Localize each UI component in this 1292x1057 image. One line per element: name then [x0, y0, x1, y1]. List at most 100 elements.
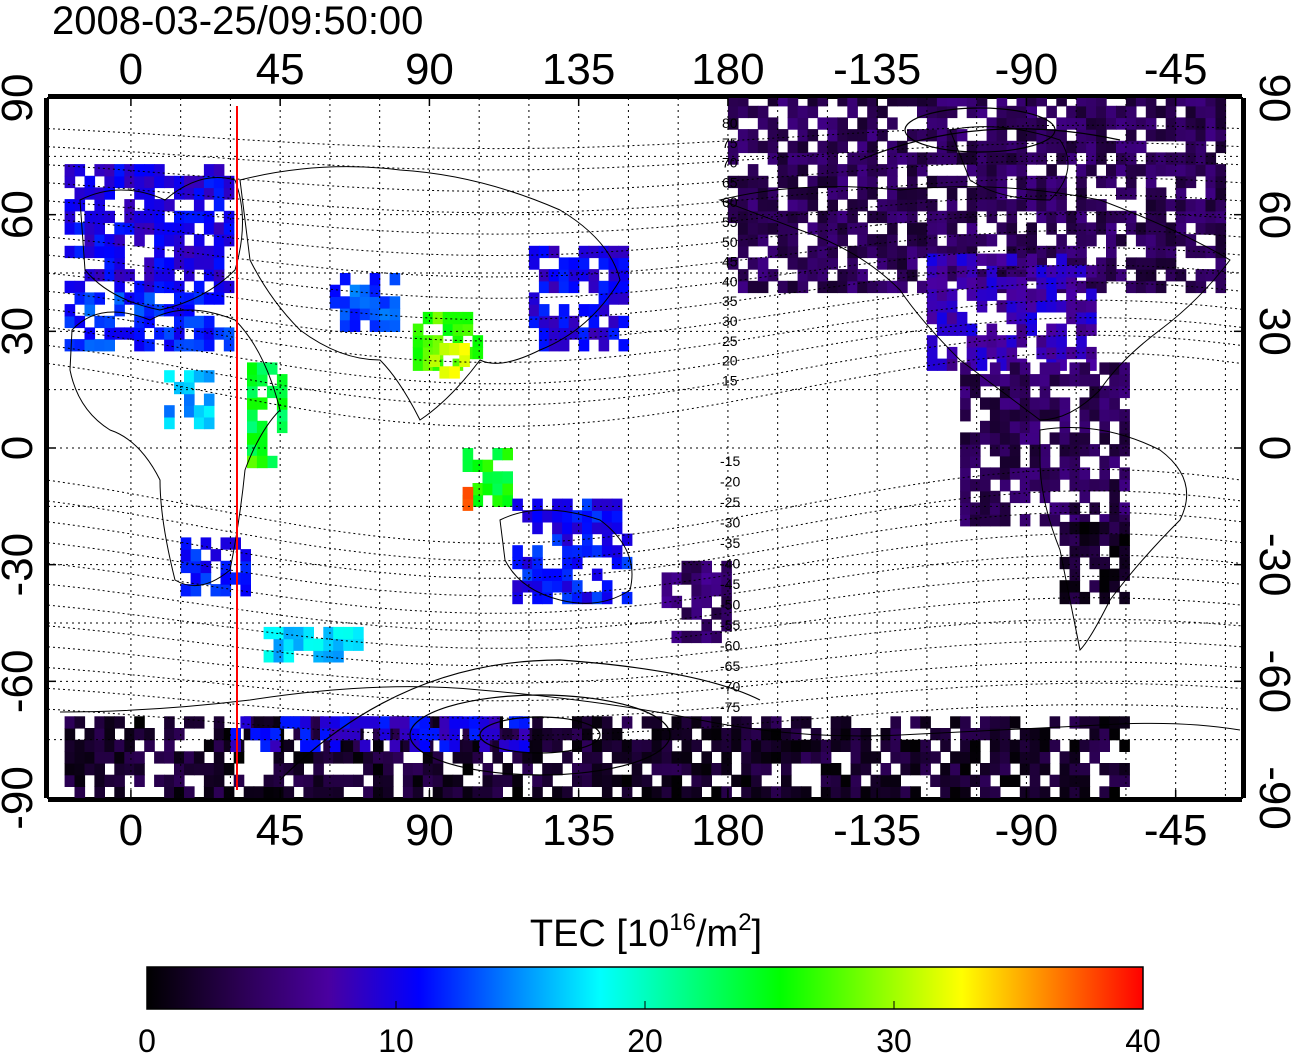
tec-cell — [1195, 129, 1207, 142]
tec-cell — [1205, 222, 1217, 235]
tec-cell — [1049, 362, 1061, 375]
tec-cell — [936, 276, 948, 290]
tec-cell — [144, 199, 155, 212]
tec-cell — [184, 292, 195, 305]
tec-cell — [946, 140, 958, 154]
tec-cell — [781, 786, 792, 799]
tec-cell — [1119, 545, 1130, 558]
tec-cell — [827, 140, 838, 154]
tec-cell — [781, 763, 792, 776]
tec-cell — [787, 175, 799, 189]
tec-cell — [1079, 533, 1091, 546]
tec-cell — [960, 728, 971, 741]
tec-cell — [1029, 479, 1041, 492]
contour-label: 25 — [722, 333, 738, 349]
tec-cell — [84, 763, 96, 776]
tec-cell — [1079, 420, 1091, 434]
tec-cell — [124, 222, 135, 235]
tec-cell — [1185, 94, 1197, 107]
lat-tick-label-left: 30 — [0, 307, 42, 356]
tec-cell — [1089, 502, 1100, 515]
tec-cell — [1019, 409, 1031, 422]
tec-cell — [598, 304, 610, 317]
tec-cell — [721, 728, 732, 741]
tec-cell — [850, 751, 862, 764]
tec-cell — [94, 774, 105, 787]
tec-cell — [721, 763, 732, 776]
tec-cell — [422, 311, 434, 325]
lat-tick-label-left: -90 — [0, 766, 42, 830]
tec-cell — [64, 210, 76, 224]
tec-cell — [767, 245, 779, 259]
tec-cell — [1175, 210, 1187, 224]
tec-cell — [519, 739, 530, 752]
tec-cell — [452, 311, 464, 325]
tec-cell — [124, 199, 135, 212]
tec-cell — [598, 257, 610, 270]
tec-cell — [353, 638, 364, 651]
contour-label: 60 — [722, 194, 738, 210]
tec-cell — [980, 420, 991, 434]
tec-cell — [867, 280, 878, 294]
tec-cell — [373, 739, 384, 752]
tec-cell — [651, 786, 663, 799]
tec-cell — [1079, 763, 1091, 776]
tec-cell — [1109, 479, 1120, 492]
tec-cell — [432, 346, 444, 360]
tec-cell — [528, 245, 540, 259]
tec-cell — [1076, 105, 1087, 119]
magnetic-contour — [47, 142, 1243, 171]
tec-cell — [1079, 739, 1091, 752]
tec-cell — [74, 786, 86, 799]
tec-cell — [432, 335, 444, 348]
tec-cell — [1046, 199, 1057, 212]
tec-cell — [980, 490, 991, 504]
tec-cell — [1019, 739, 1031, 752]
tec-cell — [538, 315, 550, 329]
tec-cell — [74, 339, 86, 352]
tec-cell — [1059, 444, 1071, 457]
tec-cell — [256, 397, 268, 410]
tec-cell — [980, 479, 991, 492]
tec-cell — [154, 210, 165, 224]
tec-cell — [741, 774, 752, 787]
tec-cell — [1175, 222, 1187, 235]
tec-cell — [293, 728, 304, 741]
tec-cell — [727, 152, 739, 165]
tec-cell — [767, 129, 779, 142]
tec-cell — [860, 763, 872, 776]
tec-cell — [751, 739, 762, 752]
tec-cell — [1056, 199, 1067, 212]
tec-cell — [1175, 164, 1187, 177]
tec-cell — [74, 222, 86, 235]
tec-cell — [970, 432, 981, 445]
tec-cell — [976, 175, 988, 189]
tec-cell — [621, 533, 633, 546]
tec-cell — [970, 514, 981, 527]
tec-cell — [797, 105, 809, 119]
tec-cell — [989, 397, 1001, 410]
tec-cell — [1079, 545, 1091, 558]
tec-cell — [1215, 140, 1227, 154]
tec-cell — [184, 187, 195, 200]
tec-cell — [1096, 175, 1107, 189]
tec-cell — [502, 728, 513, 741]
tec-cell — [339, 273, 351, 286]
tec-cell — [210, 549, 222, 562]
tec-cell — [353, 751, 364, 764]
tec-cell — [1006, 276, 1018, 290]
tec-cell — [890, 728, 901, 741]
tec-cell — [631, 751, 643, 764]
tec-cell — [180, 584, 192, 597]
tec-cell — [489, 728, 500, 741]
tec-cell — [392, 751, 404, 764]
contour-label: 15 — [722, 372, 738, 388]
tec-cell — [1069, 521, 1081, 535]
tec-cell — [220, 572, 232, 585]
tec-cell — [1029, 432, 1041, 445]
tec-cell — [1125, 210, 1137, 224]
tec-cell — [797, 140, 809, 154]
tec-cell — [1119, 432, 1130, 445]
tec-cell — [462, 786, 474, 799]
tec-cell — [256, 432, 268, 445]
